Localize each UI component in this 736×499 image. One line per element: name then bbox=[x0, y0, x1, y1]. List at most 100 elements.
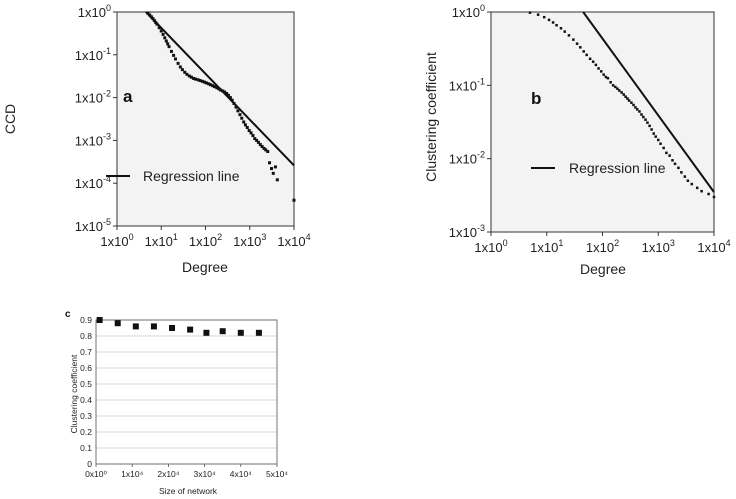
a-point-17 bbox=[176, 61, 180, 65]
a-point-22 bbox=[187, 74, 191, 78]
a-point-59 bbox=[260, 145, 264, 149]
b-point-33 bbox=[632, 103, 635, 107]
a-point-65 bbox=[271, 171, 275, 175]
b-point-8 bbox=[567, 34, 571, 37]
panel-b-x-ticks: 1x100 1x101 1x102 1x103 1x104 bbox=[474, 232, 731, 255]
a-point-35 bbox=[215, 86, 219, 90]
a-point-34 bbox=[213, 85, 217, 89]
panel-c-y-ticks: 0 0.1 0.2 0.3 0.4 0.5 0.6 0.7 0.8 0.9 bbox=[80, 315, 92, 469]
b-point-45 bbox=[657, 138, 660, 142]
panel-a-ccd-plot: 1x10-5 1x10-4 1x10-3 1x10-2 1x10-1 1x100 1x10… bbox=[2, 3, 311, 275]
b-point-6 bbox=[559, 27, 563, 30]
b-point-57 bbox=[695, 186, 699, 190]
panel-a-y-axis-label: CCD bbox=[2, 104, 18, 134]
a-point-41 bbox=[226, 93, 230, 97]
panel-c-letter: c bbox=[65, 309, 71, 320]
b-point-54 bbox=[683, 175, 687, 178]
c-y-tick-label-1: 0.1 bbox=[80, 443, 92, 453]
panel-c-x-ticks: 0x10⁰ 1x10⁴ 2x10⁴ 3x10⁴ 4x10⁴ 5x10⁴ bbox=[85, 464, 288, 479]
a-point-61 bbox=[264, 148, 268, 152]
a-point-58 bbox=[258, 143, 262, 147]
panel-c-x-axis-label: Size of network bbox=[159, 486, 218, 496]
a-point-21 bbox=[185, 72, 189, 76]
b-point-46 bbox=[659, 142, 662, 145]
a-y-tick-label-0: 1x10-5 bbox=[75, 217, 111, 234]
b-point-7 bbox=[563, 30, 566, 33]
b-point-30 bbox=[626, 97, 629, 100]
b-point-41 bbox=[648, 124, 651, 128]
b-point-51 bbox=[673, 162, 677, 166]
panel-b-letter: b bbox=[531, 89, 541, 108]
a-point-32 bbox=[209, 83, 213, 87]
b-point-37 bbox=[640, 113, 643, 116]
a-x-tick-label-2: 1x102 bbox=[189, 232, 222, 249]
c-point-7 bbox=[219, 328, 226, 335]
b-point-19 bbox=[602, 73, 605, 76]
a-point-24 bbox=[192, 76, 196, 80]
b-point-12 bbox=[582, 50, 585, 53]
b-point-3 bbox=[547, 18, 551, 22]
b-point-55 bbox=[686, 179, 690, 182]
a-point-25 bbox=[194, 77, 198, 81]
b-x-tick-label-0: 1x100 bbox=[474, 238, 507, 255]
panel-a-x-ticks: 1x100 1x101 1x102 1x103 1x104 bbox=[100, 226, 311, 249]
a-point-18 bbox=[178, 65, 182, 69]
c-x-tick-label-1: 1x10⁴ bbox=[121, 469, 143, 479]
a-point-62 bbox=[266, 150, 270, 154]
a-point-8 bbox=[159, 29, 163, 33]
a-point-20 bbox=[183, 70, 187, 74]
a-point-11 bbox=[164, 39, 168, 43]
b-point-9 bbox=[572, 38, 575, 41]
panel-b-y-axis-label: Clustering coefficient bbox=[423, 52, 439, 182]
b-point-36 bbox=[638, 110, 641, 113]
a-point-63 bbox=[268, 161, 272, 165]
a-point-29 bbox=[203, 80, 207, 84]
b-point-25 bbox=[616, 87, 619, 90]
b-y-tick-label-0: 1x10-3 bbox=[449, 223, 485, 240]
panel-b-y-ticks: 1x10-3 1x10-2 1x10-1 1x100 bbox=[449, 3, 491, 240]
a-point-10 bbox=[163, 36, 167, 40]
b-point-40 bbox=[646, 121, 649, 124]
panel-c-y-axis-label: Clustering coefficient bbox=[69, 354, 79, 433]
a-point-39 bbox=[223, 90, 227, 94]
b-x-tick-label-2: 1x102 bbox=[586, 238, 619, 255]
c-point-5 bbox=[187, 326, 194, 333]
a-point-16 bbox=[174, 57, 178, 61]
b-point-21 bbox=[606, 76, 610, 80]
b-x-tick-label-3: 1x103 bbox=[642, 238, 675, 255]
a-point-50 bbox=[243, 123, 247, 127]
b-point-0 bbox=[528, 11, 532, 14]
c-y-tick-label-4: 0.4 bbox=[80, 395, 92, 405]
a-point-53 bbox=[249, 131, 253, 135]
b-point-22 bbox=[609, 81, 612, 84]
c-x-tick-label-0: 0x10⁰ bbox=[85, 469, 107, 479]
panel-b-legend-label: Regression line bbox=[569, 160, 666, 176]
b-point-42 bbox=[650, 128, 653, 131]
a-point-55 bbox=[253, 137, 257, 141]
a-point-67 bbox=[275, 178, 279, 182]
a-point-60 bbox=[262, 146, 266, 150]
a-point-47 bbox=[238, 113, 242, 117]
a-point-49 bbox=[242, 120, 246, 124]
c-y-tick-label-5: 0.5 bbox=[80, 379, 92, 389]
b-point-31 bbox=[627, 99, 631, 102]
a-point-46 bbox=[236, 109, 240, 113]
c-y-tick-label-8: 0.8 bbox=[80, 331, 92, 341]
a-point-57 bbox=[256, 140, 260, 144]
b-point-59 bbox=[707, 192, 710, 196]
b-x-tick-label-1: 1x101 bbox=[530, 238, 563, 255]
a-point-54 bbox=[251, 134, 255, 138]
c-point-9 bbox=[255, 329, 262, 336]
a-point-12 bbox=[166, 42, 170, 46]
a-point-33 bbox=[211, 84, 215, 88]
b-y-tick-label-1: 1x10-2 bbox=[449, 150, 485, 167]
c-point-0 bbox=[96, 317, 103, 323]
panel-b-points bbox=[528, 11, 716, 199]
b-point-47 bbox=[662, 146, 665, 150]
panel-c-gridlines bbox=[96, 319, 277, 465]
b-point-4 bbox=[551, 21, 555, 24]
b-point-52 bbox=[677, 166, 680, 170]
c-x-tick-label-5: 5x10⁴ bbox=[266, 469, 288, 479]
panel-a-regression-line bbox=[145, 11, 295, 167]
b-x-tick-label-4: 1x104 bbox=[697, 238, 730, 255]
